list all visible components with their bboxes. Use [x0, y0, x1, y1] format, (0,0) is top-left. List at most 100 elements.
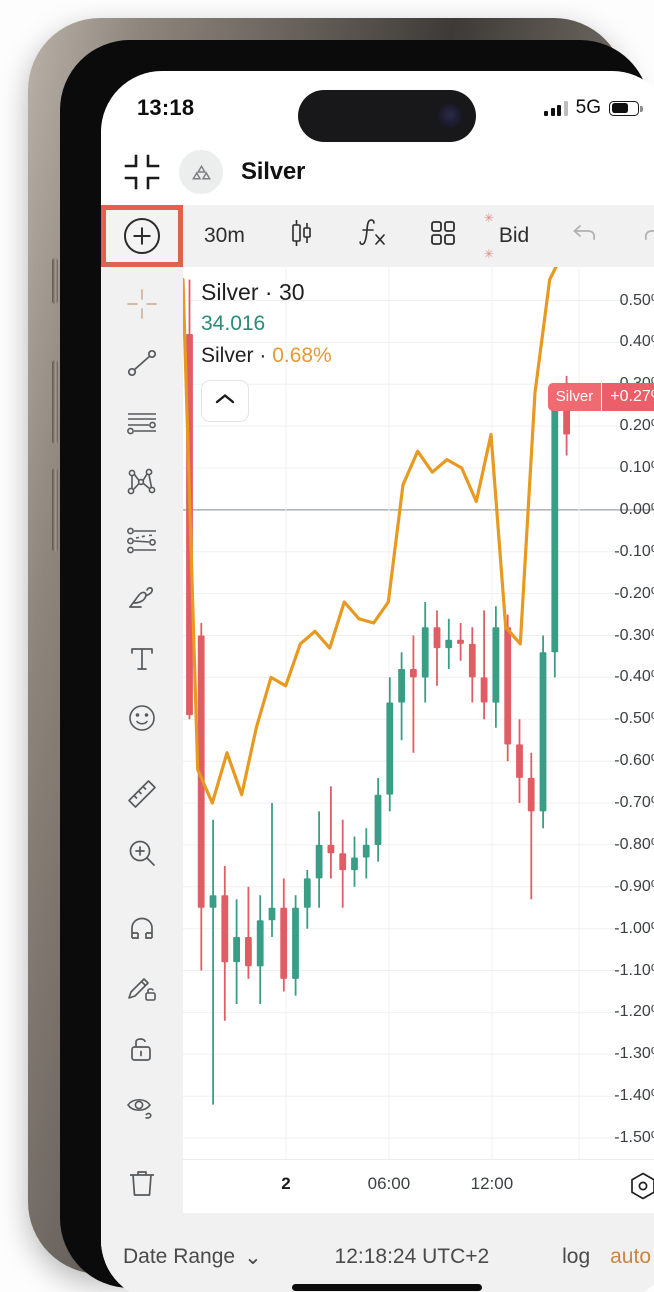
chevron-down-icon: ⌄	[244, 1245, 262, 1269]
silver-bars-icon[interactable]	[179, 150, 223, 194]
price-axis-tick: -0.10%	[614, 542, 654, 560]
undo-arrow-icon	[571, 221, 599, 251]
chart-type-button[interactable]	[266, 205, 336, 267]
toolbar-items: 30m	[183, 205, 654, 267]
pattern-lines-icon	[125, 523, 159, 562]
chart-status-bar: Date Range ⌄ 12:18:24 UTC+2 log auto	[101, 1213, 654, 1292]
price-axis[interactable]: 0.50%0.40%0.30%0.20%0.10%0.00%-0.10%-0.2…	[547, 267, 654, 1159]
chevron-up-icon	[214, 392, 236, 411]
legend-price: 34.016	[201, 312, 266, 335]
horizontal-lines-tool[interactable]	[101, 395, 183, 454]
status-time: 13:18	[137, 95, 195, 120]
date-range-button[interactable]: Date Range ⌄	[123, 1245, 262, 1270]
candlestick-icon	[287, 218, 315, 254]
price-axis-tick: -1.30%	[614, 1045, 654, 1063]
status-indicators: 5G	[544, 97, 643, 119]
price-axis-tick: -0.80%	[614, 835, 654, 853]
price-axis-tick: -0.20%	[614, 584, 654, 602]
chart-settings-button[interactable]	[627, 1170, 654, 1207]
delete-drawings-tool[interactable]	[101, 1156, 183, 1215]
add-indicator-button[interactable]	[101, 205, 183, 267]
crosshair-tool[interactable]	[101, 277, 183, 336]
chart-clock[interactable]: 12:18:24 UTC+2	[334, 1245, 490, 1268]
plus-circle-icon	[124, 218, 160, 254]
redo-button[interactable]	[620, 205, 654, 267]
magnifier-plus-icon	[125, 836, 159, 875]
ios-status-bar: 13:18 5G	[101, 71, 654, 131]
patterns-tool[interactable]	[101, 513, 183, 572]
price-tag-value: +0.27%	[601, 382, 654, 411]
redo-arrow-icon	[641, 221, 654, 251]
phone-frame: capital.com 13:18 5G	[28, 18, 654, 1292]
volume-down-button[interactable]	[52, 468, 58, 552]
price-axis-tick: -0.30%	[614, 626, 654, 644]
price-axis-tick: -0.90%	[614, 877, 654, 895]
price-axis-tick: -1.40%	[614, 1087, 654, 1105]
smiley-face-icon	[125, 701, 159, 740]
battery-icon	[609, 100, 643, 116]
price-axis-tick: 0.20%	[619, 417, 654, 435]
price-axis-tick: 0.00%	[619, 500, 654, 518]
drawing-mode-tool[interactable]	[101, 962, 183, 1021]
price-axis-tick: 0.50%	[619, 291, 654, 309]
chart-legend: Silver · 30 34.016 Silver · 0.68%	[201, 279, 332, 422]
emoji-tool[interactable]	[101, 691, 183, 750]
silent-switch-button[interactable]	[52, 258, 58, 304]
price-axis-tick: 0.40%	[619, 333, 654, 351]
legend-symbol-timeframe: Silver · 30	[201, 279, 305, 305]
legend-collapse-button[interactable]	[201, 380, 249, 422]
auto-scale-button[interactable]: auto	[610, 1245, 651, 1268]
ruler-icon	[125, 777, 159, 816]
trash-icon	[125, 1166, 159, 1205]
time-axis-tick: 06:00	[367, 1174, 411, 1193]
magnet-icon	[125, 912, 159, 951]
price-axis-tick: -0.40%	[614, 668, 654, 686]
undo-button[interactable]	[550, 205, 620, 267]
templates-button[interactable]	[408, 205, 478, 267]
timeframe-label: 30m	[204, 224, 245, 247]
chart-toolbar: 30m	[101, 205, 654, 267]
legend-compare-value: 0.68%	[272, 344, 332, 367]
indicators-button[interactable]	[336, 205, 408, 267]
log-scale-button[interactable]: log	[562, 1245, 591, 1268]
price-axis-tick: -0.60%	[614, 752, 654, 770]
pitchfork-icon	[125, 464, 159, 503]
home-indicator	[292, 1284, 482, 1291]
sparkle-decoration-icon: ✳	[483, 247, 494, 261]
time-axis-tick: 12:00	[470, 1174, 514, 1193]
pencil-lock-icon	[125, 972, 159, 1011]
app-header: Silver	[101, 139, 654, 205]
grid-four-icon	[429, 219, 457, 253]
volume-up-button[interactable]	[52, 360, 58, 444]
legend-compare-name: Silver ·	[201, 344, 267, 367]
text-t-icon	[125, 642, 159, 681]
zoom-tool[interactable]	[101, 826, 183, 885]
brush-tool[interactable]	[101, 573, 183, 632]
trendline-tool[interactable]	[101, 336, 183, 395]
measure-tool[interactable]	[101, 767, 183, 826]
date-range-label: Date Range	[123, 1245, 236, 1268]
chart-container[interactable]: 0.50%0.40%0.30%0.20%0.10%0.00%-0.10%-0.2…	[183, 267, 654, 1213]
legend-compare-row: Silver · 0.68%	[201, 344, 332, 368]
price-axis-tick: -0.50%	[614, 710, 654, 728]
bid-ask-button[interactable]: ✳ ✳ Bid	[478, 205, 550, 267]
settings-hexagon-icon	[627, 1172, 654, 1206]
text-tool[interactable]	[101, 632, 183, 691]
time-axis[interactable]: 2 06:00 12:00	[183, 1159, 654, 1213]
collapse-fullscreen-icon[interactable]	[123, 153, 161, 191]
network-label: 5G	[575, 97, 601, 118]
lock-open-icon	[125, 1031, 159, 1070]
phone-bezel: capital.com 13:18 5G	[60, 40, 654, 1292]
hide-drawings-tool[interactable]	[101, 1080, 183, 1139]
lock-drawings-tool[interactable]	[101, 1021, 183, 1080]
price-axis-tick: -1.50%	[614, 1129, 654, 1147]
timeframe-button[interactable]: 30m	[183, 205, 266, 267]
trend-line-icon	[125, 346, 159, 385]
page-title: Silver	[241, 158, 306, 185]
eye-icon	[125, 1090, 159, 1129]
pitchfork-tool[interactable]	[101, 454, 183, 513]
dynamic-island	[298, 90, 476, 142]
chart-plot[interactable]	[183, 267, 654, 1159]
current-price-tag[interactable]: Silver +0.27%	[547, 382, 654, 411]
magnet-tool[interactable]	[101, 902, 183, 961]
